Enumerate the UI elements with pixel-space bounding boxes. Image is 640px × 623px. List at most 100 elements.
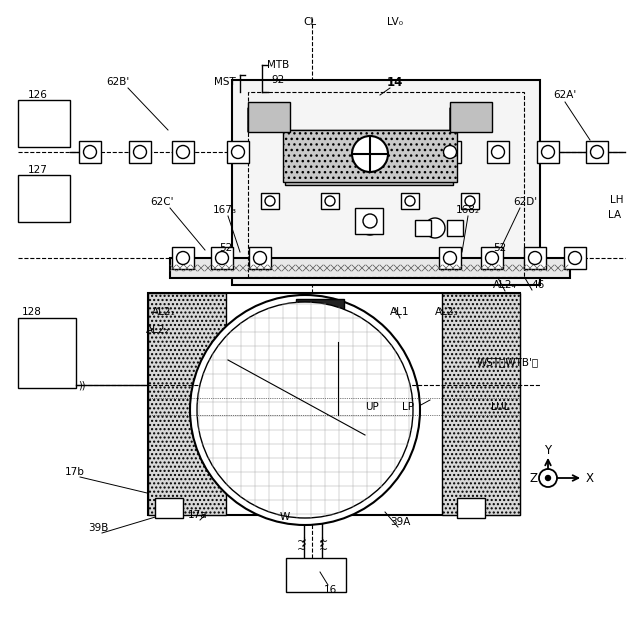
Text: W: W	[280, 512, 290, 522]
Text: LUL: LUL	[491, 402, 509, 412]
Bar	[18, 318, 76, 388]
Text: AL2₄: AL2₄	[493, 280, 517, 290]
Text: 62C': 62C'	[150, 197, 173, 207]
Text: WST（WTB'）: WST（WTB'）	[477, 357, 539, 367]
Bar	[261, 193, 279, 209]
Text: LP: LP	[402, 402, 414, 412]
Bar	[155, 498, 183, 518]
Text: 62D': 62D'	[513, 197, 537, 207]
Text: 92: 92	[271, 75, 285, 85]
Circle shape	[190, 295, 420, 525]
Text: LA: LA	[609, 210, 621, 220]
Bar	[537, 141, 559, 163]
Text: Z: Z	[530, 472, 538, 485]
Circle shape	[486, 252, 499, 265]
Circle shape	[444, 146, 456, 158]
Bar	[248, 92, 524, 277]
Circle shape	[177, 252, 189, 265]
Text: CL: CL	[303, 17, 317, 27]
Circle shape	[232, 146, 244, 158]
Bar	[415, 220, 431, 236]
Circle shape	[363, 214, 377, 228]
Bar	[321, 193, 339, 209]
Circle shape	[541, 146, 554, 158]
Circle shape	[325, 196, 335, 206]
Text: 62A': 62A'	[554, 90, 577, 100]
Text: 168₂: 168₂	[456, 205, 480, 215]
Text: ~: ~	[298, 545, 307, 555]
Bar	[172, 247, 194, 269]
Text: UP: UP	[365, 402, 379, 412]
Circle shape	[591, 146, 604, 158]
Bar	[227, 141, 249, 163]
Bar	[170, 258, 570, 278]
Text: MST: MST	[214, 77, 236, 87]
Bar	[148, 293, 520, 515]
Text: ~: ~	[298, 537, 307, 547]
Bar	[487, 141, 509, 163]
Bar	[18, 175, 70, 222]
Bar	[129, 141, 151, 163]
Circle shape	[197, 302, 413, 518]
Text: 14: 14	[387, 75, 403, 88]
Text: ~: ~	[319, 537, 328, 547]
Circle shape	[253, 252, 266, 265]
Circle shape	[360, 215, 380, 235]
Bar	[461, 193, 479, 209]
Bar	[249, 247, 271, 269]
Bar	[439, 141, 461, 163]
Text: LH: LH	[611, 195, 624, 205]
Text: AL2₁: AL2₁	[152, 307, 176, 317]
Text: 52: 52	[220, 243, 232, 253]
Text: AL2₂: AL2₂	[146, 325, 170, 335]
Bar	[564, 247, 586, 269]
Text: )): ))	[78, 380, 86, 390]
Text: 62B': 62B'	[106, 77, 130, 87]
Circle shape	[425, 218, 445, 238]
Text: 127: 127	[28, 165, 48, 175]
Text: ~: ~	[319, 545, 328, 555]
Bar	[285, 130, 453, 185]
Text: LV₀: LV₀	[387, 17, 403, 27]
Circle shape	[216, 252, 228, 265]
Circle shape	[568, 252, 582, 265]
Bar	[172, 141, 194, 163]
Circle shape	[539, 469, 557, 487]
Bar	[481, 247, 503, 269]
Text: MTB: MTB	[267, 60, 289, 70]
Bar	[586, 141, 608, 163]
Bar	[286, 558, 346, 592]
Text: 17a: 17a	[188, 510, 208, 520]
Bar	[524, 247, 546, 269]
Text: 39A: 39A	[390, 517, 410, 527]
Circle shape	[134, 146, 147, 158]
Bar	[79, 141, 101, 163]
Text: AL2₃: AL2₃	[435, 307, 459, 317]
Text: 16: 16	[323, 585, 337, 595]
Circle shape	[405, 196, 415, 206]
Circle shape	[444, 252, 456, 265]
Text: 128: 128	[22, 307, 42, 317]
Bar	[296, 299, 344, 313]
Text: 17b: 17b	[65, 467, 85, 477]
Bar	[148, 293, 226, 515]
Polygon shape	[450, 108, 492, 132]
Circle shape	[352, 136, 388, 172]
Bar	[401, 193, 419, 209]
Bar	[248, 102, 290, 132]
Bar	[439, 247, 461, 269]
Polygon shape	[248, 108, 290, 132]
Text: AL1: AL1	[390, 307, 410, 317]
Bar	[442, 293, 520, 515]
Text: X: X	[586, 472, 594, 485]
Text: 46: 46	[531, 280, 545, 290]
Text: 167₃: 167₃	[213, 205, 237, 215]
Bar	[450, 102, 492, 132]
Text: 126: 126	[28, 90, 48, 100]
Circle shape	[265, 196, 275, 206]
Text: 39B: 39B	[88, 523, 108, 533]
Bar	[457, 498, 485, 518]
Circle shape	[492, 146, 504, 158]
Circle shape	[465, 196, 475, 206]
Bar	[447, 220, 463, 236]
